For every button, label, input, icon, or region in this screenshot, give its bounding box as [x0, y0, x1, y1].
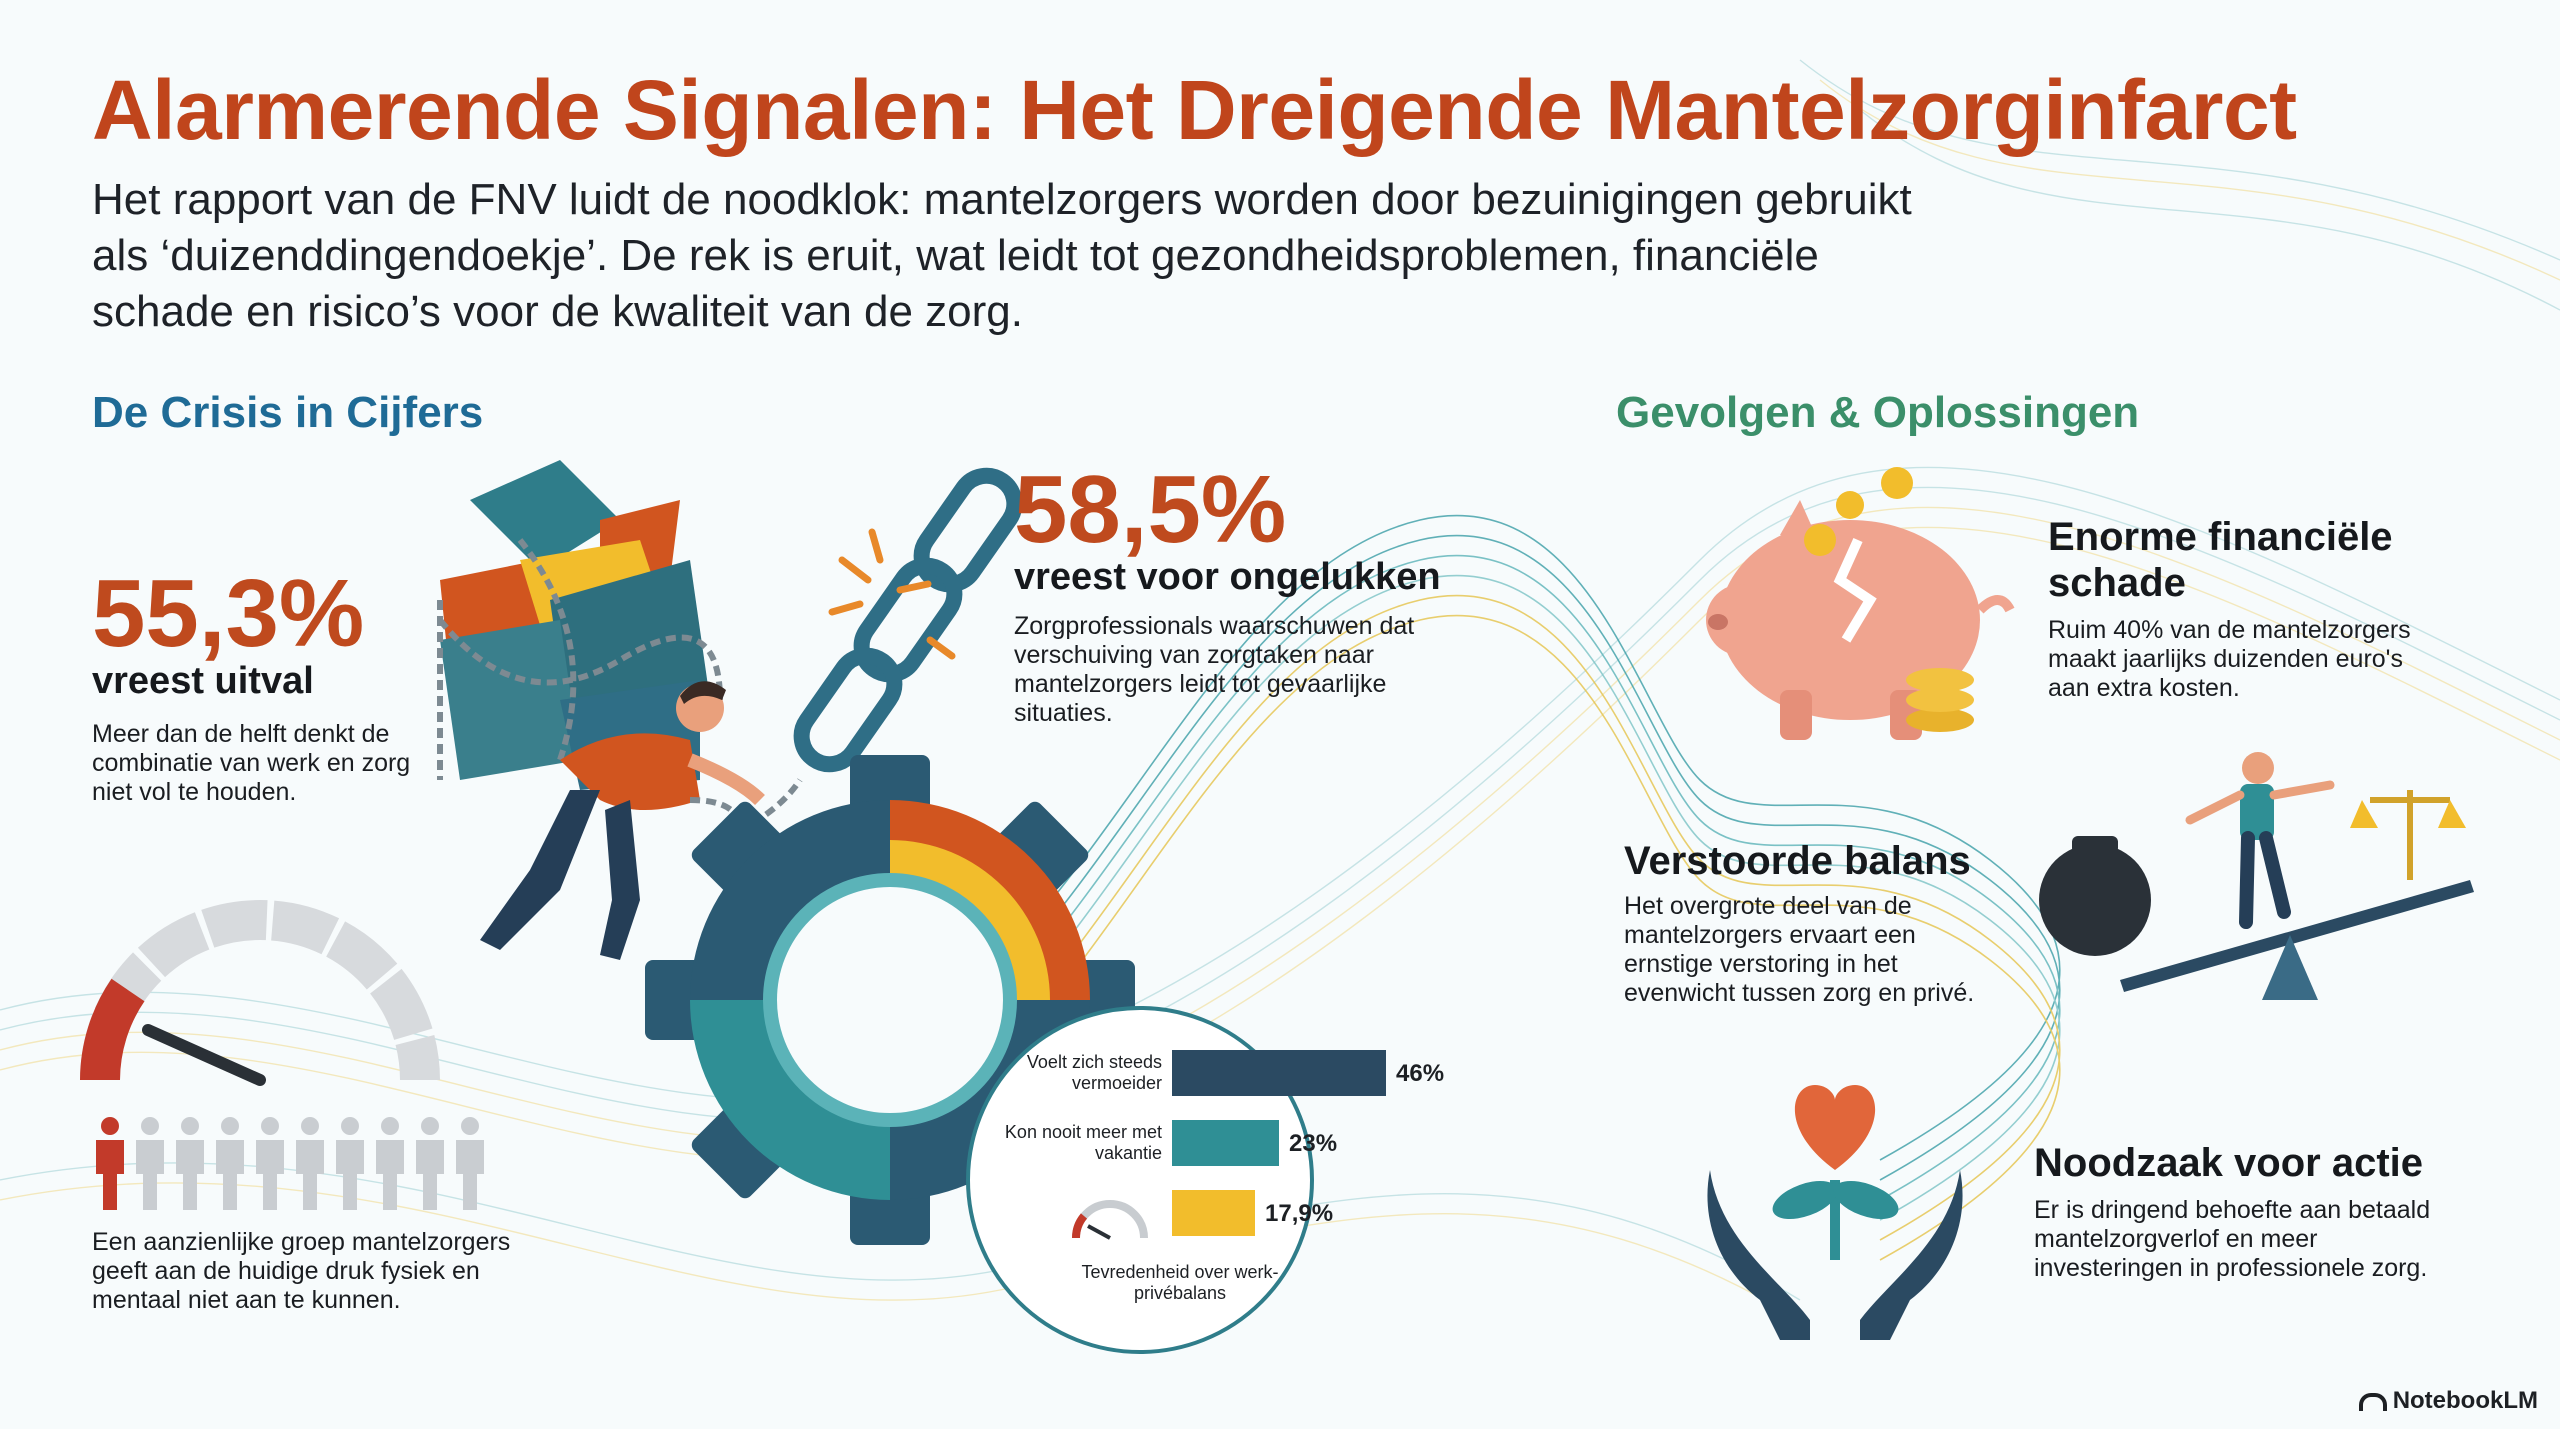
bar-label-2: Kon nooit meer met vakantie: [1004, 1122, 1162, 1163]
bar-chart: [1172, 1050, 1386, 1236]
person-icon: [256, 1117, 284, 1210]
burdened-person-illustration: [437, 460, 803, 960]
stat-text-uitval: Meer dan de helft denkt de combinatie va…: [92, 720, 411, 806]
balance-seesaw-icon: [2039, 752, 2474, 1000]
item-title-financieel: Enorme financiële schade: [2048, 515, 2393, 605]
item-text-balans: Het overgrote deel van de mantelzorgers …: [1624, 892, 1975, 1007]
item-title-actie: Noodzaak voor actie: [2034, 1141, 2424, 1185]
bar-label-1: Voelt zich steeds vermoeider: [1026, 1052, 1162, 1093]
people-row: [96, 1117, 484, 1210]
person-icon: [376, 1117, 404, 1210]
bar-value-2: 23%: [1289, 1130, 1338, 1157]
bar-value-3: 17,9%: [1265, 1200, 1334, 1227]
item-text-actie: Er is dringend behoefte aan betaald mant…: [2034, 1196, 2431, 1282]
item-text-financieel: Ruim 40% van de mantelzorgers maakt jaar…: [2048, 616, 2411, 702]
broken-piggy-bank-icon: [1706, 467, 2015, 740]
brand-name: NotebookLM: [2392, 1387, 2538, 1414]
person-icon: [296, 1117, 324, 1210]
stat-value-ongelukken: 58,5%: [1014, 456, 1287, 563]
stat-label-uitval: vreest uitval: [92, 660, 314, 702]
person-icon: [136, 1117, 164, 1210]
stat-value-uitval: 55,3%: [92, 560, 365, 667]
intro-paragraph: Het rapport van de FNV luidt de noodklok…: [92, 175, 1912, 336]
broken-chain-icon: [793, 467, 1023, 773]
stress-gauge-icon: [80, 900, 440, 1086]
group-text: Een aanzienlijke groep mantelzorgers gee…: [92, 1228, 511, 1314]
person-icon: [216, 1117, 244, 1210]
person-icon: [456, 1117, 484, 1210]
page-title: Alarmerende Signalen: Het Dreigende Mant…: [92, 63, 2297, 157]
bars-caption: Tevredenheid over werk-privébalans: [1081, 1262, 1279, 1303]
section-heading-solutions: Gevolgen & Oplossingen: [1616, 388, 2140, 437]
caring-hands-plant-icon: [1707, 1085, 1963, 1340]
bar-1: [1172, 1050, 1386, 1096]
section-heading-crisis: De Crisis in Cijfers: [92, 388, 484, 437]
bar-2: [1172, 1120, 1279, 1166]
mini-gauge-icon: [1071, 1200, 1148, 1240]
gear-icon: [645, 755, 1135, 1245]
stat-text-ongelukken: Zorgprofessionals waarschuwen dat versch…: [1014, 612, 1415, 727]
item-title-balans: Verstoorde balans: [1624, 839, 1971, 883]
brand-logo: NotebookLM: [2358, 1387, 2538, 1415]
stat-label-ongelukken: vreest voor ongelukken: [1014, 556, 1441, 598]
person-icon: [336, 1117, 364, 1210]
notebooklm-logo-icon: [2358, 1392, 2387, 1411]
bar-value-1: 46%: [1396, 1060, 1445, 1087]
person-icon: [416, 1117, 444, 1210]
bar-3: [1172, 1190, 1255, 1236]
person-highlighted-icon: [96, 1117, 124, 1210]
person-icon: [176, 1117, 204, 1210]
